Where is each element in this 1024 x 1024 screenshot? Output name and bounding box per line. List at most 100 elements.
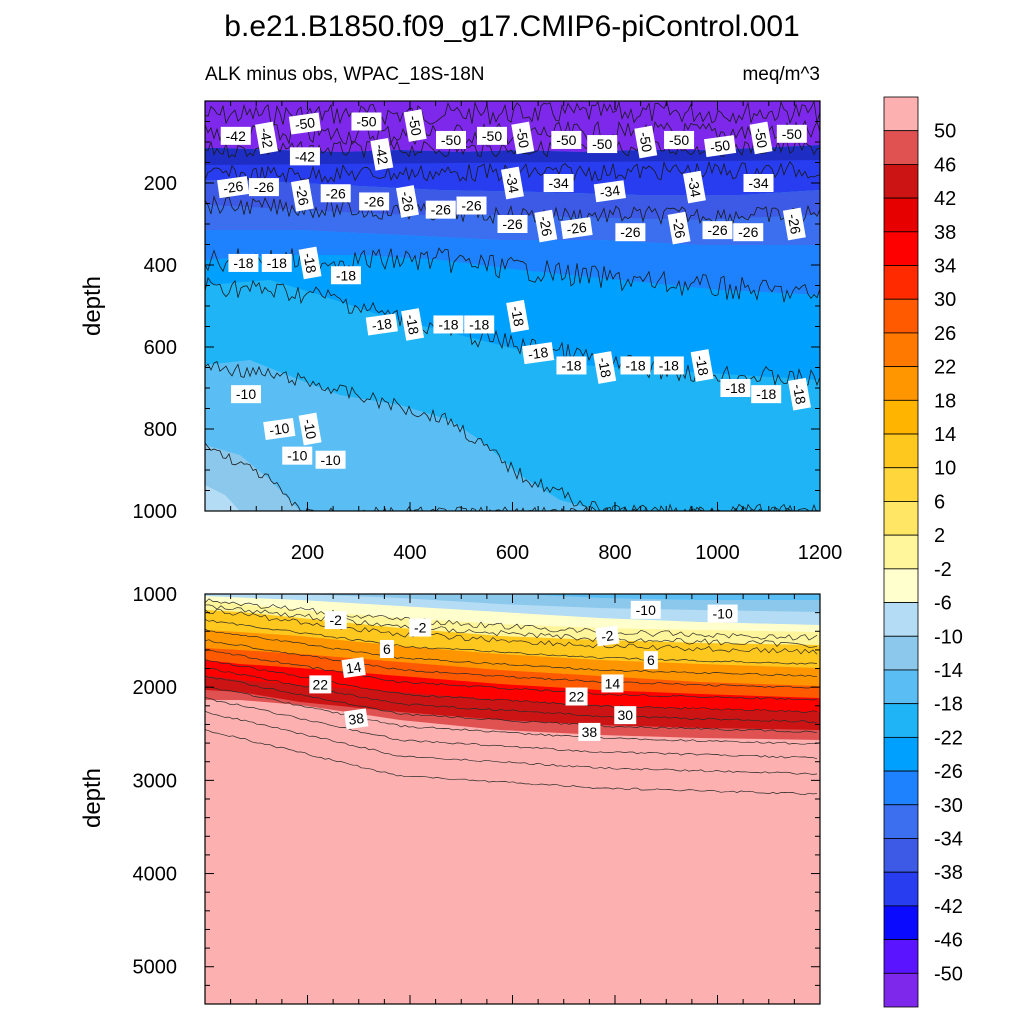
contour-label: 22 [309, 675, 332, 694]
contour-label: -50 [403, 109, 427, 142]
contour-label-bg [351, 112, 382, 131]
contour-label-text: -2 [414, 620, 427, 636]
contour-label-bg [255, 121, 278, 155]
colorbar-swatch [883, 602, 919, 637]
contour-label-bg [565, 687, 588, 706]
contour-label: -2 [409, 618, 432, 637]
upper-contour-labels: -42 -42-50 -50 -50-50 -50 -50 -50 -50 -50 -50 -50-… [217, 109, 811, 469]
contour-label-bg [298, 246, 322, 280]
contour-label-text: -26 [785, 213, 804, 236]
contour-label: -2 [595, 625, 620, 647]
contour-label: -10 [282, 446, 313, 465]
contour-label: -50 [436, 130, 466, 149]
contour-label-text: -50 [556, 132, 576, 148]
contour-label-bg [501, 166, 524, 200]
contour-label-bg [497, 215, 528, 233]
contour-label-bg [707, 604, 738, 623]
contour-label-bg [506, 299, 530, 333]
contour-label-bg [456, 196, 487, 215]
contour-label-text: -18 [403, 313, 422, 336]
contour-label: -50 [477, 126, 507, 145]
contour-label: -18 [620, 356, 651, 375]
contour-label-bg [330, 266, 361, 285]
contour-label-bg [595, 625, 620, 647]
contour-label-bg [534, 209, 558, 243]
colorbar-swatch [883, 231, 919, 266]
contour-label: -26 [733, 223, 764, 242]
contour-label-bg [248, 178, 279, 197]
x-tick-label: 1000 [695, 542, 740, 564]
y-tick-label: 1000 [133, 501, 178, 523]
colorbar-label: -14 [934, 660, 963, 682]
colorbar-label: -18 [934, 694, 963, 716]
colorbar-label: 6 [934, 491, 945, 513]
contour-label-bg [315, 450, 346, 469]
contour-label: -50 [749, 121, 773, 155]
colorbar-label: 26 [934, 323, 956, 345]
contour-label-bg [664, 130, 695, 149]
contour-line-u1 [205, 101, 820, 126]
contour-label: -26 [456, 196, 487, 215]
contour-label-text: -50 [709, 137, 731, 156]
colorbar-swatch [883, 197, 919, 233]
colorbar-label: 22 [934, 357, 956, 379]
colorbar-swatch [883, 332, 919, 368]
contour-label-text: 6 [383, 641, 391, 657]
contour-label-text: 38 [582, 724, 598, 740]
contour-label-bg [593, 351, 617, 384]
contour-label: -18 [788, 377, 811, 411]
contour-line-l8 [205, 659, 818, 713]
contour-label-text: -2 [329, 612, 342, 628]
contour-label-text: 14 [345, 659, 363, 677]
contour-label-text: -50 [405, 114, 424, 137]
contour-label: -42 [220, 126, 251, 145]
contour-label-text: -50 [669, 132, 689, 148]
contour-label-text: -18 [438, 316, 458, 332]
contour-label-text: -10 [713, 606, 733, 622]
colorbar-label: -6 [934, 593, 952, 615]
upper-axis-ticks: 200 400 600 800 1000 1200 200 400 600 800 1000 [133, 100, 842, 564]
contour-label-text: -42 [372, 143, 391, 166]
lower-contour-fill [205, 594, 820, 1004]
contour-label-text: 30 [617, 707, 633, 723]
contour-label: -10 [707, 604, 738, 623]
contour-label-bg [298, 412, 322, 446]
contour-label: 14 [601, 674, 624, 693]
contour-label: -50 [776, 124, 807, 143]
contour-label-text: -26 [461, 198, 481, 214]
colorbar-label: 14 [934, 424, 956, 446]
colorbar-label: -30 [934, 795, 963, 817]
contour-label-text: -18 [725, 380, 745, 396]
contour-label: -18 [298, 246, 322, 280]
contour-label-bg [436, 130, 466, 149]
contour-label-text: -26 [536, 215, 555, 238]
contour-label: -26 [217, 176, 250, 199]
x-tick-label: 800 [598, 542, 631, 564]
y-tick-label: 200 [144, 173, 177, 195]
contour-label-bg [341, 657, 366, 679]
upper-ylabel: depth [79, 276, 106, 336]
contour-label-bg [601, 674, 624, 693]
contour-label-text: -26 [222, 178, 244, 197]
contour-label-bg [409, 618, 432, 637]
contour-label-text: -10 [320, 452, 340, 468]
contour-label-text: -26 [738, 224, 758, 240]
contour-label-bg [620, 356, 651, 375]
colorbar-label: 34 [934, 256, 956, 278]
x-tick-label: 200 [291, 542, 324, 564]
contour-label-text: -18 [527, 344, 549, 363]
chart-subtitle-left: ALK minus obs, WPAC_18S-18N [205, 64, 485, 85]
lower-contour-labels: -2 -2 -2 -10 -10 6 6 14 14 22 22 30 38 38 [309, 600, 738, 741]
contour-line-l14 [205, 729, 818, 795]
contour-label: -26 [497, 215, 528, 233]
contour-label: -18 [690, 349, 714, 382]
contour-label-bg [720, 379, 751, 397]
contour-label: -26 [702, 221, 733, 240]
contour-label: -18 [261, 253, 292, 272]
contour-label-bg [344, 708, 369, 730]
colorbar-swatch [883, 871, 919, 907]
colorbar-swatch [883, 96, 919, 132]
contour-label-bg [614, 706, 637, 725]
